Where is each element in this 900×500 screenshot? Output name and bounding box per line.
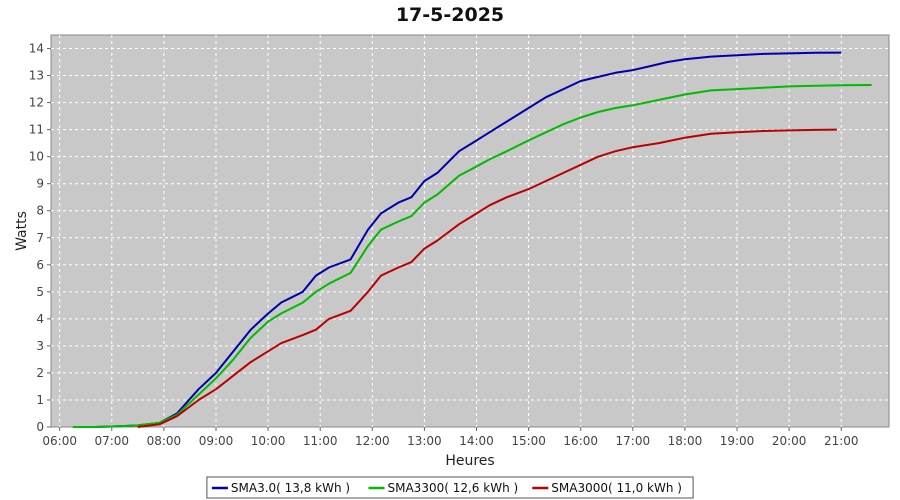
legend: SMA3.0( 13,8 kWh ) SMA3300( 12,6 kWh ) SMA… — [206, 476, 694, 499]
series-line-2 — [137, 128, 837, 428]
y-axis-title: Watts — [14, 211, 30, 251]
y-tick-label: 0 — [36, 420, 44, 434]
legend-label: SMA3000( 11,0 kWh ) — [551, 481, 682, 495]
x-tick-label: 20:00 — [772, 434, 807, 448]
x-tick-label: 09:00 — [199, 434, 234, 448]
y-tick-label: 14 — [29, 42, 44, 56]
y-tick-label: 3 — [36, 339, 44, 353]
x-tick-label: 10:00 — [251, 434, 286, 448]
y-tick-label: 13 — [29, 69, 44, 83]
legend-box — [206, 476, 694, 499]
x-tick-label: 13:00 — [407, 434, 442, 448]
y-tick-label: 2 — [36, 366, 44, 380]
x-tick-label: 21:00 — [824, 434, 859, 448]
x-tick-label: 12:00 — [355, 434, 390, 448]
legend-label: SMA3300( 12,6 kWh ) — [388, 481, 519, 495]
y-tick-label: 5 — [36, 285, 44, 299]
y-tick-label: 1 — [36, 393, 44, 407]
series-lines — [72, 51, 872, 428]
y-tick-label: 8 — [36, 204, 44, 218]
x-tick-label: 07:00 — [94, 434, 129, 448]
x-tick-label: 08:00 — [147, 434, 182, 448]
grid — [51, 35, 889, 427]
x-tick-label: 15:00 — [511, 434, 546, 448]
x-tick-label: 18:00 — [668, 434, 703, 448]
series-line-1 — [72, 84, 872, 428]
x-tick-label: 19:00 — [720, 434, 755, 448]
y-tick-label: 7 — [36, 231, 44, 245]
y-tick-label: 11 — [29, 123, 44, 137]
x-tick-label: 14:00 — [459, 434, 494, 448]
legend-label: SMA3.0( 13,8 kWh ) — [231, 481, 350, 495]
x-tick-label: 06:00 — [42, 434, 77, 448]
x-tick-label: 16:00 — [563, 434, 598, 448]
x-axis-title: Heures — [445, 453, 494, 469]
x-tick-label: 11:00 — [303, 434, 338, 448]
y-tick-label: 12 — [29, 96, 44, 110]
y-tick-label: 10 — [29, 150, 44, 164]
y-tick-label: 6 — [36, 258, 44, 272]
series-line-0 — [94, 51, 842, 428]
x-tick-label: 17:00 — [616, 434, 651, 448]
y-tick-label: 4 — [36, 312, 44, 326]
plot-area — [50, 34, 890, 428]
chart-title: 17-5-2025 — [396, 4, 504, 26]
y-tick-label: 9 — [36, 177, 44, 191]
